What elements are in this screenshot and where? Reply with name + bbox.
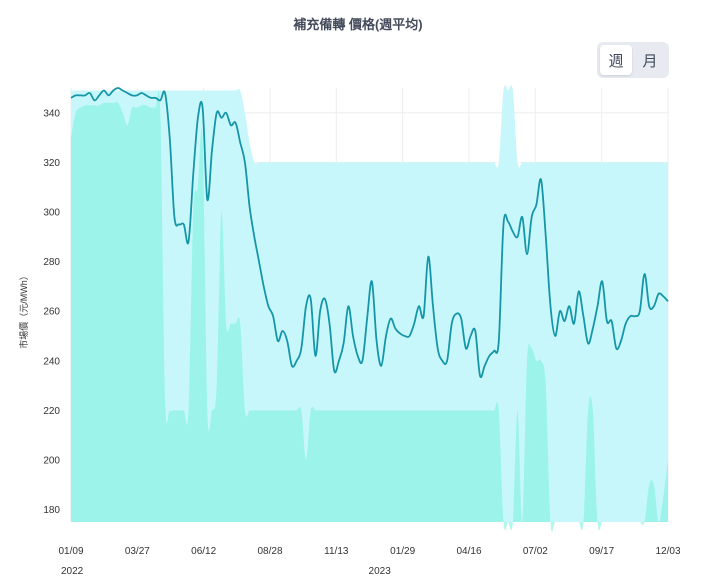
y-tick-label: 280 <box>43 257 60 268</box>
x-tick-label: 12/03 <box>655 546 680 557</box>
lower-range-area <box>71 90 668 533</box>
y-tick-label: 220 <box>43 406 60 417</box>
week-toggle-button[interactable]: 週 <box>600 45 632 75</box>
y-tick-label: 340 <box>43 108 60 119</box>
y-tick-label: 180 <box>43 505 60 516</box>
x-tick-label: 01/09 <box>58 546 83 557</box>
year-label: 2023 <box>369 566 392 577</box>
period-toggle: 週 月 <box>597 42 669 78</box>
x-axis-ticks: 01/09 03/27 06/12 08/28 11/13 01/29 04/16 07/02… <box>58 546 680 577</box>
price-series-line <box>70 87 669 378</box>
x-tick-label: 08/28 <box>257 546 282 557</box>
x-tick-label: 01/29 <box>390 546 415 557</box>
y-axis-label: 市場價（元/MWh） <box>18 271 29 349</box>
y-tick-label: 300 <box>43 208 60 219</box>
chart-title: 補充備轉 價格(週平均) <box>293 17 423 32</box>
y-tick-label: 200 <box>43 456 60 467</box>
y-tick-label: 240 <box>43 356 60 367</box>
month-toggle-button[interactable]: 月 <box>642 51 658 70</box>
x-tick-label: 06/12 <box>191 546 216 557</box>
year-label: 2022 <box>61 566 84 577</box>
y-tick-label: 260 <box>43 307 60 318</box>
x-tick-label: 03/27 <box>125 546 150 557</box>
y-axis-ticks: 180 200 220 240 260 280 300 320 340 <box>43 108 60 516</box>
x-tick-label: 07/02 <box>523 546 548 557</box>
y-tick-label: 320 <box>43 158 60 169</box>
x-tick-label: 11/13 <box>324 546 349 557</box>
x-tick-label: 04/16 <box>456 546 481 557</box>
x-tick-label: 09/17 <box>589 546 614 557</box>
